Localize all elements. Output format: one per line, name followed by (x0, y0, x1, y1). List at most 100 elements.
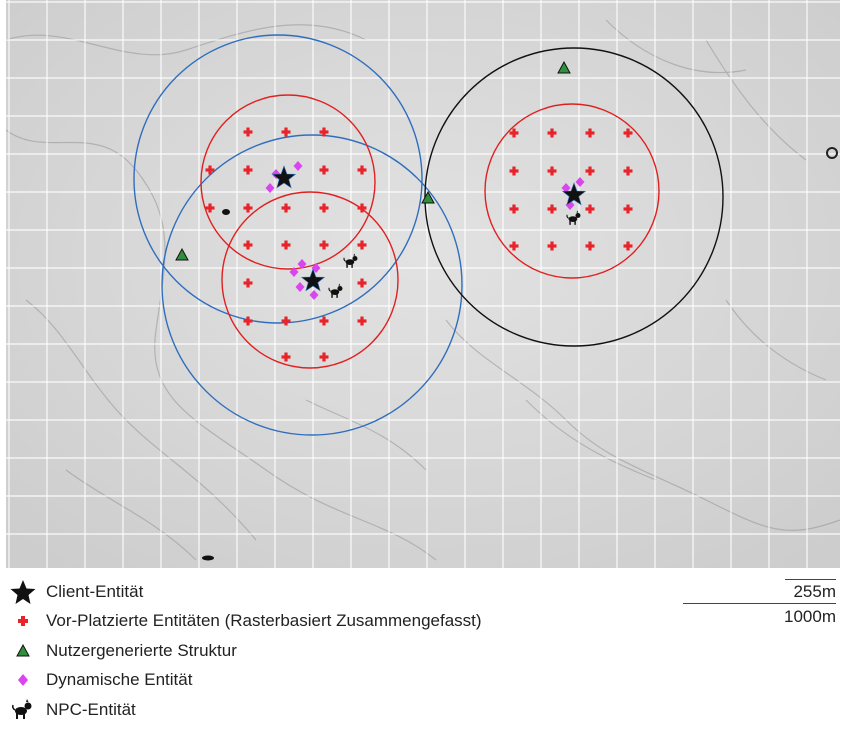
dynamic-entity-marker (561, 183, 571, 193)
plus-icon (18, 616, 28, 626)
plus-icon (243, 319, 253, 323)
scale-bar-small (785, 579, 836, 580)
plus-icon (243, 206, 253, 210)
structure-marker (175, 247, 189, 261)
dog-silhouette-icon (345, 259, 355, 265)
preplaced-entity-marker (319, 316, 329, 326)
preplaced-entity-marker (243, 240, 253, 250)
plus-icon (585, 207, 595, 211)
legend-label-structure: Nutzergenerierte Struktur (46, 641, 237, 660)
plus-icon (319, 243, 329, 247)
preplaced-entity-marker (623, 241, 633, 251)
preplaced-entity-marker (547, 166, 557, 176)
plus-icon (281, 319, 291, 323)
map-legend: Client-Entität Vor-Platzierte Entitäten … (0, 575, 848, 730)
preplaced-entity-marker (623, 166, 633, 176)
terrain-background (6, 0, 840, 568)
plus-icon (509, 169, 519, 173)
preplaced-entity-marker (357, 278, 367, 288)
preplaced-entity-marker (509, 204, 519, 214)
plus-icon (281, 130, 291, 134)
plus-icon (319, 130, 329, 134)
dog-silhouette-icon (569, 220, 571, 225)
preplaced-entity-marker (243, 165, 253, 175)
preplaced-entity-marker (357, 316, 367, 326)
structure-marker (421, 190, 435, 204)
structure-marker (557, 60, 571, 74)
dynamic-entity-marker (265, 183, 275, 193)
preplaced-entity-marker (281, 352, 291, 362)
preplaced-entity-marker (243, 316, 253, 326)
plus-icon (509, 244, 519, 248)
plus-icon (281, 355, 291, 359)
preplaced-entity-marker (585, 204, 595, 214)
plus-icon (357, 319, 367, 323)
preplaced-entity-marker (319, 127, 329, 137)
map-edge-ring-marker (826, 147, 838, 159)
inner-radius-ring (200, 94, 376, 270)
legend-label-npc: NPC-Entität (46, 700, 136, 719)
dog-silhouette-icon (351, 263, 353, 268)
terrain-dark-spot (222, 209, 230, 215)
map-canvas[interactable] (5, 0, 841, 568)
preplaced-entity-marker (623, 128, 633, 138)
preplaced-entity-marker (319, 352, 329, 362)
plus-icon (319, 168, 329, 172)
preplaced-entity-marker (243, 278, 253, 288)
npc-entity-marker (566, 210, 581, 225)
preplaced-entity-marker (319, 240, 329, 250)
dynamic-entity-marker (309, 290, 319, 300)
legend-item-client: Client-Entität (10, 579, 143, 605)
triangle-icon (16, 643, 30, 657)
legend-item-structure: Nutzergenerierte Struktur (10, 638, 237, 664)
plus-icon (357, 281, 367, 285)
plus-icon (547, 131, 557, 135)
dog-silhouette-icon (12, 699, 32, 719)
preplaced-entity-marker (205, 203, 215, 213)
plus-icon (319, 319, 329, 323)
map-grid (6, 0, 840, 568)
plus-icon (357, 243, 367, 247)
plus-icon (319, 206, 329, 210)
plus-icon (547, 169, 557, 173)
dog-silhouette-icon (331, 293, 333, 298)
scale-label-large: 1000m (784, 607, 836, 626)
preplaced-entity-marker (281, 316, 291, 326)
client-entity-marker (271, 165, 297, 189)
dog-silhouette-icon (330, 289, 340, 295)
plus-icon (357, 168, 367, 172)
plus-icon (585, 244, 595, 248)
npc-entity-marker (328, 283, 343, 298)
preplaced-entity-marker (623, 204, 633, 214)
preplaced-entity-marker (357, 240, 367, 250)
client-entity-marker (561, 182, 587, 206)
dynamic-entity-marker (289, 267, 299, 277)
preplaced-entity-marker (319, 203, 329, 213)
preplaced-entity-marker (509, 241, 519, 251)
preplaced-entity-marker (281, 203, 291, 213)
dynamic-entity-marker (575, 177, 585, 187)
plus-icon (205, 206, 215, 210)
plus-icon (243, 243, 253, 247)
preplaced-entity-marker (585, 166, 595, 176)
preplaced-entity-marker (509, 166, 519, 176)
scale-bar-large (683, 603, 836, 604)
dog-silhouette-icon (338, 283, 341, 286)
dog-silhouette-icon (343, 257, 346, 262)
plus-icon (357, 206, 367, 210)
preplaced-entity-marker (547, 128, 557, 138)
preplaced-entity-marker (547, 241, 557, 251)
legend-label-dynamic: Dynamische Entität (46, 670, 193, 689)
preplaced-entity-marker (243, 127, 253, 137)
map-markers (175, 60, 633, 362)
legend-label-preplaced: Vor-Platzierte Entitäten (Rasterbasiert … (46, 611, 482, 630)
dog-silhouette-icon (336, 293, 338, 298)
plus-icon (281, 206, 291, 210)
preplaced-entity-marker (281, 240, 291, 250)
plus-icon (281, 243, 291, 247)
scale-label-small: 255m (793, 582, 836, 601)
legend-label-client: Client-Entität (46, 582, 144, 601)
plus-icon (509, 207, 519, 211)
plus-icon (205, 168, 215, 172)
plus-icon (585, 169, 595, 173)
